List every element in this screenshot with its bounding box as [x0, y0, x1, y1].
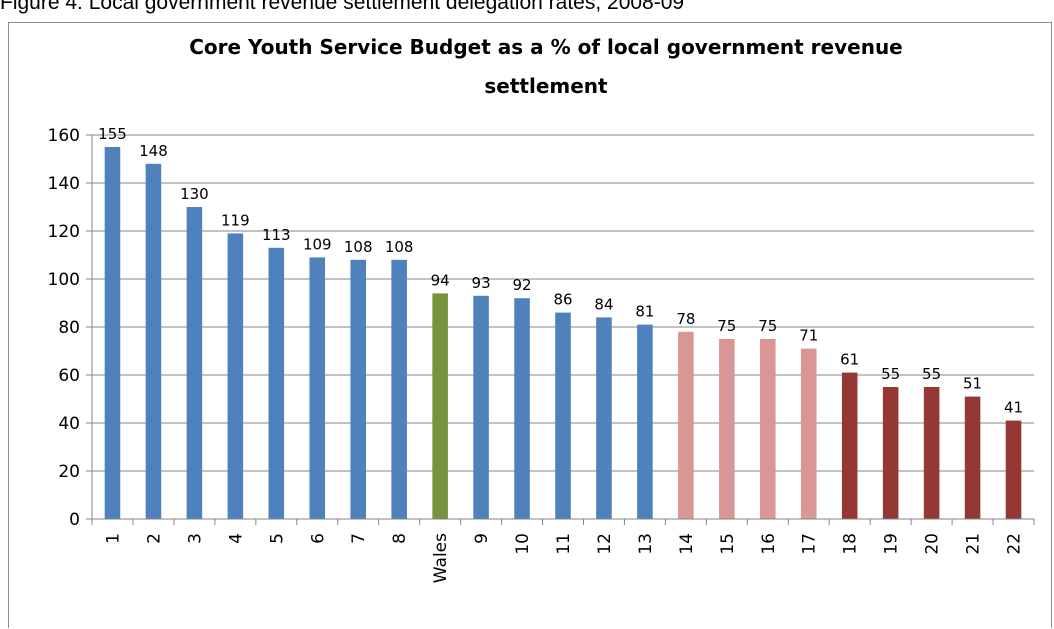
bar — [186, 207, 203, 519]
data-label: 75 — [717, 317, 736, 335]
bar — [268, 247, 285, 520]
chart-title-line-2: settlement — [484, 74, 608, 98]
bar — [760, 339, 776, 519]
bar — [637, 324, 653, 519]
x-tick-label: 17 — [800, 533, 820, 555]
x-tick-label: 7 — [349, 533, 369, 544]
bar — [964, 396, 981, 519]
x-tick-label: 19 — [882, 533, 902, 555]
x-tick-label: 1 — [103, 533, 123, 544]
data-label: 108 — [385, 238, 414, 256]
bar — [923, 387, 940, 519]
data-label: 41 — [1004, 399, 1023, 417]
x-tick-label: 5 — [267, 533, 287, 544]
bar — [555, 312, 571, 519]
data-label: 113 — [262, 226, 291, 244]
data-label: 92 — [512, 276, 531, 294]
x-tick-label: 14 — [677, 533, 697, 555]
bar — [473, 295, 489, 519]
data-label: 148 — [139, 142, 168, 160]
x-tick-label: Wales — [431, 533, 451, 583]
y-tick-label: 80 — [58, 318, 80, 338]
chart-frame: Core Youth Service Budget as a % of loca… — [8, 22, 1052, 628]
y-tick-label: 120 — [48, 222, 80, 242]
bar — [800, 348, 817, 519]
y-tick-label: 60 — [58, 366, 80, 386]
x-tick-label: 11 — [554, 533, 574, 555]
bar — [596, 317, 612, 519]
data-label: 61 — [840, 351, 859, 369]
data-label: 51 — [963, 375, 982, 393]
data-label: 75 — [758, 317, 777, 335]
data-label: 55 — [881, 365, 900, 383]
x-tick-label: 12 — [595, 533, 615, 555]
bar — [350, 259, 366, 519]
data-label: 71 — [799, 327, 818, 345]
bars — [104, 147, 1022, 520]
x-tick-label: 15 — [718, 533, 738, 555]
bar — [841, 372, 858, 519]
bar — [882, 387, 899, 519]
figure-caption: Figure 4: Local government revenue settl… — [0, 0, 685, 14]
y-tick-label: 40 — [58, 414, 80, 434]
chart-title-line-1: Core Youth Service Budget as a % of loca… — [189, 35, 903, 59]
data-label: 93 — [472, 274, 491, 292]
x-tick-label: 10 — [513, 533, 533, 555]
data-label: 119 — [221, 211, 250, 229]
x-tick-label: 4 — [226, 533, 246, 544]
x-tick-label: 20 — [923, 533, 943, 555]
bar — [309, 257, 326, 519]
x-tick-label: 22 — [1005, 533, 1025, 555]
y-tick-label: 140 — [48, 174, 80, 194]
data-label: 84 — [594, 295, 613, 313]
bar — [227, 233, 244, 519]
data-label: 94 — [431, 271, 450, 289]
x-tick-label: 16 — [759, 533, 779, 555]
data-label: 130 — [180, 185, 209, 203]
x-tick-label: 8 — [390, 533, 410, 544]
bar — [719, 339, 735, 519]
data-label: 55 — [922, 365, 941, 383]
x-tick-label: 3 — [185, 533, 205, 544]
x-tick-label: 6 — [308, 533, 328, 544]
bar — [1005, 420, 1022, 519]
data-label: 108 — [344, 238, 373, 256]
data-label: 109 — [303, 235, 332, 253]
bar — [145, 163, 162, 520]
bar — [432, 293, 448, 519]
x-tick-label: 21 — [964, 533, 984, 555]
y-tick-label: 100 — [48, 270, 80, 290]
axes — [86, 134, 1035, 525]
y-tick-label: 20 — [58, 462, 80, 482]
data-label: 155 — [98, 125, 127, 143]
y-tick-label: 0 — [69, 510, 80, 530]
data-label: 86 — [553, 291, 572, 309]
x-tick-label: 18 — [841, 533, 861, 555]
bar — [391, 259, 407, 519]
data-label: 78 — [676, 310, 695, 328]
bar-chart: Core Youth Service Budget as a % of loca… — [48, 35, 1035, 583]
bar — [104, 147, 121, 519]
data-label: 81 — [635, 303, 654, 321]
y-tick-label: 160 — [48, 126, 80, 146]
bar — [678, 331, 694, 519]
bar — [514, 298, 530, 519]
x-tick-label: 9 — [472, 533, 492, 544]
x-tick-label: 13 — [636, 533, 656, 555]
x-tick-label: 2 — [144, 533, 164, 544]
